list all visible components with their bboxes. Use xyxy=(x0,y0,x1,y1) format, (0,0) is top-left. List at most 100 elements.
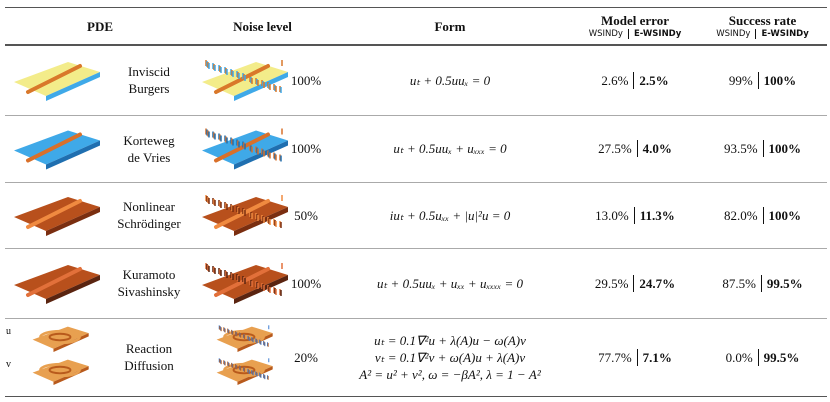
pde-surface xyxy=(202,128,288,170)
method-a: WSINDy xyxy=(716,29,751,39)
model-error: 13.0% 11.3% xyxy=(570,182,700,248)
pde-image xyxy=(198,357,290,391)
model-error: 27.5% 4.0% xyxy=(570,115,700,182)
pde-name: Nonlinear Schrödinger xyxy=(105,182,193,248)
pde-name-line: Diffusion xyxy=(124,358,174,373)
pde-name-line: Sivashinsky xyxy=(117,284,181,299)
pde-surface xyxy=(14,197,100,236)
pde-image xyxy=(14,324,106,358)
pde-name-line: Nonlinear xyxy=(123,199,175,214)
pde-surface xyxy=(202,263,288,304)
header-success-rate: Success rate xyxy=(728,13,797,28)
header-methods: WSINDy E-WSINDy xyxy=(716,29,809,40)
pde-name-line: Korteweg xyxy=(123,132,175,148)
pde-surface xyxy=(202,195,288,236)
pde-name: Inviscid Burgers xyxy=(105,45,193,115)
pde-surface xyxy=(14,130,100,170)
pde-image xyxy=(10,121,102,180)
surface-shade xyxy=(234,72,288,101)
spiral xyxy=(232,365,256,375)
method-b: E-WSINDy xyxy=(627,29,682,39)
surface-shade xyxy=(46,140,100,170)
noise-level: 20% xyxy=(294,349,318,365)
ridge xyxy=(214,64,270,94)
pde-image xyxy=(198,324,290,358)
wsindy-value: 77.7% xyxy=(598,349,632,365)
surface-shade xyxy=(46,72,100,101)
form-line: uₜ + 0.5uuₓ + uₓₓₓ = 0 xyxy=(393,141,507,156)
pde-image xyxy=(198,188,290,246)
header-methods: WSINDy E-WSINDy xyxy=(589,29,682,40)
row-rule xyxy=(5,318,827,319)
pde-surface xyxy=(202,60,288,101)
success-rate: 93.5% 100% xyxy=(700,115,825,182)
success-rate: 99% 100% xyxy=(700,45,825,115)
e-wsindy-value: 7.1% xyxy=(636,348,672,366)
wsindy-value: 87.5% xyxy=(722,275,756,291)
form-line: iuₜ + 0.5uₓₓ + |u|²u = 0 xyxy=(389,207,511,223)
e-wsindy-value: 11.3% xyxy=(633,206,675,224)
pde-surface xyxy=(14,62,100,101)
pde-image xyxy=(198,51,290,113)
pde-name-line: Reaction xyxy=(125,341,173,356)
success-rate: 87.5% 99.5% xyxy=(700,248,825,318)
spiral xyxy=(48,332,72,342)
surface-shade xyxy=(234,275,288,304)
surface-shade xyxy=(46,207,100,236)
spiral xyxy=(39,362,81,378)
pde-surface xyxy=(32,359,89,386)
wsindy-value: 29.5% xyxy=(594,275,629,291)
form-line: vₜ = 0.1∇²v + ω(A)u + λ(A)v xyxy=(374,349,526,365)
pde-name-line: Kuramoto xyxy=(122,267,176,282)
model-error: 77.7% 7.1% xyxy=(570,318,700,396)
field-label: v xyxy=(6,359,11,370)
wsindy-value: 82.0% xyxy=(723,207,758,223)
pde-form: uₜ = 0.1∇²u + λ(A)u − ω(A)v vₜ = 0.1∇²v +… xyxy=(330,318,570,396)
wsindy-value: 27.5% xyxy=(598,141,632,156)
header-form: Form xyxy=(434,18,466,34)
form-line: uₜ + 0.5uuₓ + uₓₓ + uₓₓₓₓ = 0 xyxy=(376,275,524,291)
pde-image xyxy=(198,254,290,316)
pde-image xyxy=(10,51,102,113)
top-rule xyxy=(5,7,827,8)
wsindy-value: 99% xyxy=(728,72,753,88)
pde-form: uₜ + 0.5uuₓ = 0 xyxy=(330,45,570,115)
model-error: 29.5% 24.7% xyxy=(570,248,700,318)
success-rate: 0.0% 99.5% xyxy=(700,318,825,396)
row-rule xyxy=(5,115,827,116)
form-line: uₜ = 0.1∇²u + λ(A)u − ω(A)v xyxy=(374,332,526,348)
ridge xyxy=(214,132,270,163)
noise-level: 100% xyxy=(290,72,322,88)
ridge xyxy=(26,64,82,94)
success-rate: 82.0% 100% xyxy=(700,182,825,248)
pde-surface xyxy=(216,325,273,353)
ridge xyxy=(26,267,82,297)
e-wsindy-value: 100% xyxy=(757,71,796,89)
ridge xyxy=(214,199,270,229)
pde-name-line: Burgers xyxy=(128,81,170,96)
wsindy-value: 93.5% xyxy=(723,141,758,156)
header-success-cell: Success rate WSINDy E-WSINDy xyxy=(700,8,825,44)
noise-level: 50% xyxy=(294,207,318,223)
pde-name-line: de Vries xyxy=(127,149,171,165)
header-pde: PDE xyxy=(87,18,113,34)
pde-name-line: Inviscid xyxy=(128,64,170,79)
surface-shade xyxy=(234,207,288,236)
pde-image xyxy=(14,357,106,391)
method-b: E-WSINDy xyxy=(755,29,809,39)
surface-shade xyxy=(234,140,288,170)
pde-name: Reaction Diffusion xyxy=(105,318,193,396)
field-label: u xyxy=(6,326,11,337)
pde-surface xyxy=(32,326,89,353)
noise-level: 100% xyxy=(290,275,322,291)
row-rule xyxy=(5,248,827,249)
form-line: A² = u² + v², ω = −βA², λ = 1 − A² xyxy=(359,366,541,382)
header-model-error: Model error xyxy=(601,13,669,28)
wsindy-value: 0.0% xyxy=(725,349,753,365)
e-wsindy-value: 99.5% xyxy=(760,274,803,292)
noise-level: 100% xyxy=(290,141,322,156)
pde-image xyxy=(10,254,102,316)
pde-name: Kuramoto Sivashinsky xyxy=(105,248,193,318)
e-wsindy-value: 2.5% xyxy=(633,71,669,89)
method-a: WSINDy xyxy=(588,29,623,39)
